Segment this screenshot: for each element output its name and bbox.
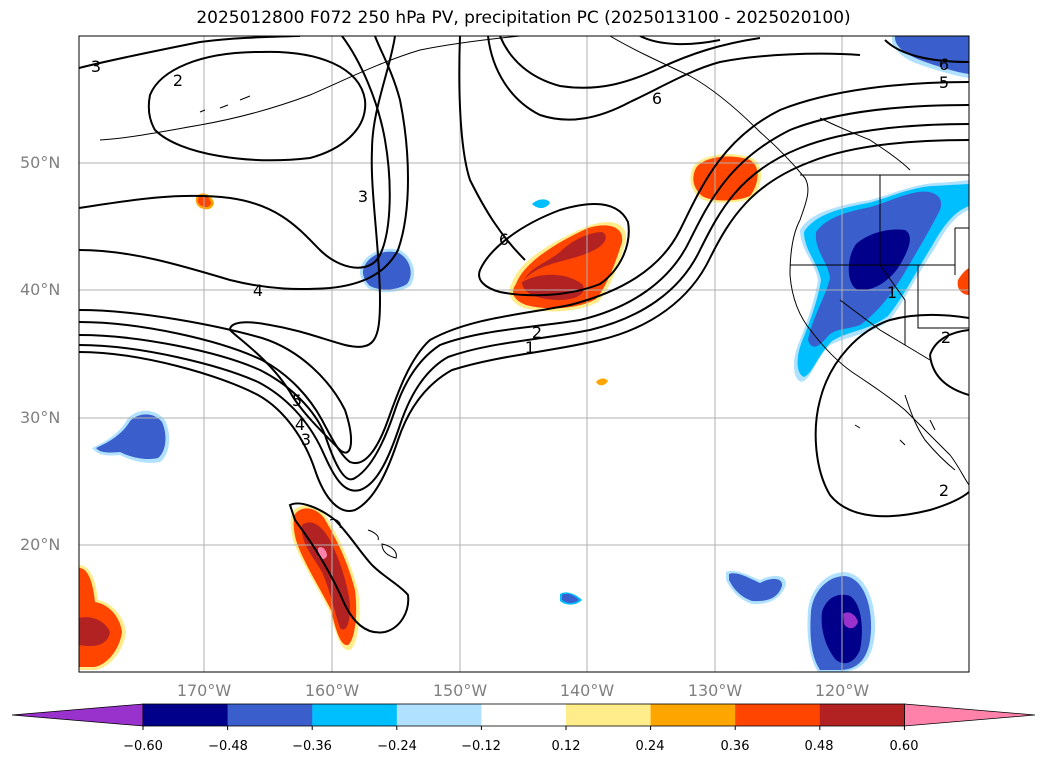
contour-label: 3 — [358, 187, 368, 206]
contour-label: 5 — [939, 73, 949, 92]
colorbar-extend-high — [904, 703, 1036, 727]
colorbar-segment — [481, 704, 567, 726]
contour-label: 2 — [939, 481, 949, 500]
lon-label: 120°W — [814, 681, 870, 700]
precip-negative-areas — [92, 36, 969, 672]
lon-label: 150°W — [432, 681, 488, 700]
colorbar-segment — [396, 704, 482, 726]
colorbar-tick-label: 0.48 — [804, 739, 834, 754]
colorbar-tick-label: −0.48 — [208, 739, 248, 754]
colorbar-tick-label: −0.12 — [461, 739, 501, 754]
contour-label: 2 — [173, 71, 183, 90]
contour-label: 3 — [91, 57, 101, 76]
contour-label: 6 — [499, 230, 509, 249]
contour-label: 3 — [301, 430, 311, 449]
contour-labels: 3 2 3 4 5 4 3 6 2 1 6 5 6 1 2 2 — [91, 55, 951, 500]
precip-positive-areas — [79, 154, 969, 670]
colorbar-tick-label: 0.36 — [720, 739, 750, 754]
colorbar-tick-label: −0.60 — [123, 739, 163, 754]
contour-label: 2 — [532, 323, 542, 342]
contour-label: 5 — [292, 391, 302, 410]
lon-label: 170°W — [176, 681, 232, 700]
contour-label: 4 — [295, 415, 305, 434]
colorbar-tick-label: 0.60 — [889, 739, 919, 754]
lon-label: 160°W — [304, 681, 360, 700]
lat-label: 40°N — [20, 280, 61, 299]
pv-contours — [79, 36, 969, 634]
lat-label: 30°N — [20, 408, 61, 427]
coastlines — [99, 36, 969, 559]
contour-label: 1 — [887, 283, 897, 302]
contour-label: 4 — [253, 281, 263, 300]
lat-label: 50°N — [20, 153, 61, 172]
colorbar — [11, 703, 1036, 730]
colorbar-segment — [312, 704, 398, 726]
map-frame — [78, 35, 970, 673]
lat-label: 20°N — [20, 535, 61, 554]
colorbar-segment — [650, 704, 736, 726]
contour-label: 1 — [525, 338, 535, 357]
colorbar-frame — [142, 703, 905, 727]
colorbar-segment — [819, 704, 905, 726]
colorbar-tick-label: −0.24 — [377, 739, 417, 754]
colorbar-tick-label: 0.12 — [551, 739, 581, 754]
contour-label: 6 — [652, 89, 662, 108]
colorbar-tick-label: −0.36 — [292, 739, 332, 754]
colorbar-segment — [143, 704, 229, 726]
lon-label: 140°W — [559, 681, 615, 700]
colorbar-segment — [566, 704, 652, 726]
colorbar-extend-low — [11, 703, 144, 727]
colorbar-segment — [227, 704, 313, 726]
contour-label: 6 — [939, 55, 949, 74]
colorbar-segment — [735, 704, 821, 726]
map-title: 2025012800 F072 250 hPa PV, precipitatio… — [196, 8, 851, 28]
lon-label: 130°W — [687, 681, 743, 700]
contour-label: 2 — [941, 328, 951, 347]
colorbar-tick-label: 0.24 — [635, 739, 665, 754]
